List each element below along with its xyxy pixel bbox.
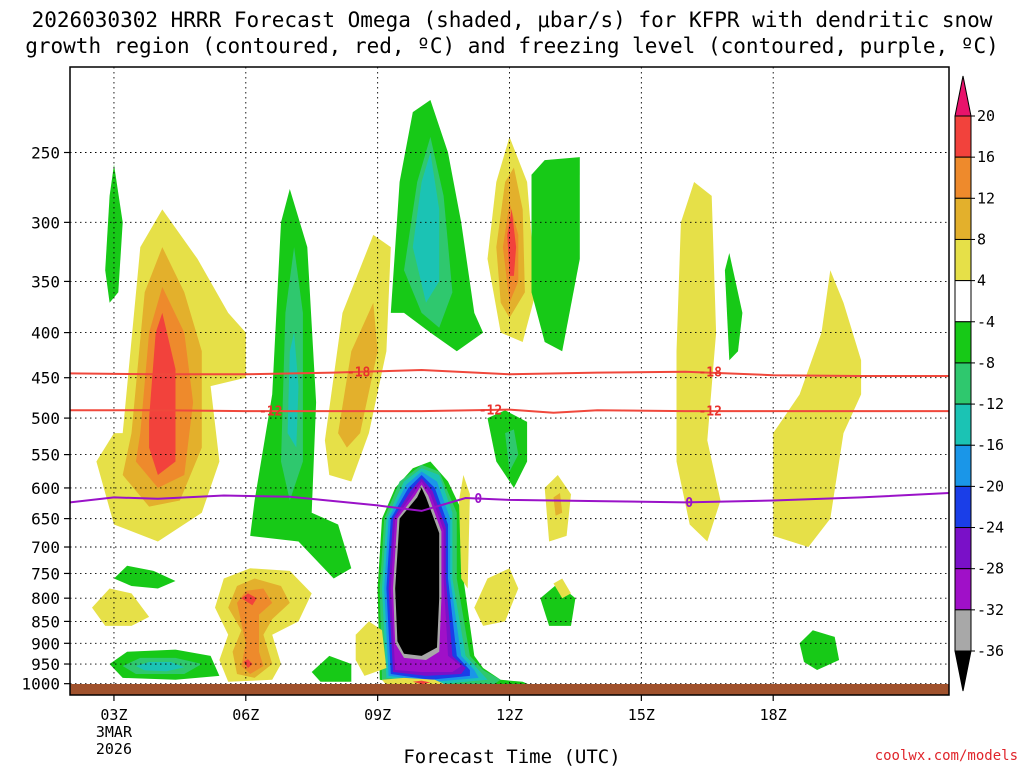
y-tick-label: 800 — [31, 589, 60, 608]
y-tick-label: 900 — [31, 634, 60, 653]
y-tick-label: 850 — [31, 612, 60, 631]
contour-line-dgz-18 — [70, 368, 949, 377]
y-tick-label: 500 — [31, 409, 60, 428]
colorbar-bin-top — [954, 75, 972, 117]
colorbar-label: -4 — [977, 313, 995, 331]
contour-label-freezing-level-0: 0 — [685, 496, 693, 511]
omega-region-upward-16z — [676, 182, 721, 542]
colorbar-label: -36 — [977, 642, 1004, 660]
colorbar-bin — [954, 403, 972, 446]
colorbar-label: -28 — [977, 560, 1004, 578]
colorbar-bin — [954, 238, 972, 282]
colorbar-label: 12 — [977, 189, 995, 207]
y-tick-label: 550 — [31, 446, 60, 465]
colorbar-label: 20 — [977, 107, 995, 125]
colorbar-label: -32 — [977, 601, 1004, 619]
omega-region-downward-core — [395, 487, 440, 656]
x-tick-label: 15Z — [628, 706, 655, 724]
colorbar-label: -12 — [977, 395, 1004, 413]
omega-region-upward-left — [149, 312, 176, 475]
colorbar-label: -20 — [977, 477, 1004, 495]
colorbar-bin — [954, 156, 972, 199]
omega-region-downward-17z — [724, 253, 743, 361]
contour-line-dgz-12 — [70, 408, 949, 414]
y-tick-label: 750 — [31, 564, 60, 583]
colorbar-bin — [954, 321, 972, 364]
x-tick-label: 03Z — [100, 706, 127, 724]
colorbar-bin — [954, 115, 972, 158]
colorbar-label: 16 — [977, 148, 995, 166]
y-tick-label: 250 — [31, 143, 60, 162]
x-tick-label: 06Z — [232, 706, 259, 724]
x-tick-label: 12Z — [496, 706, 523, 724]
colorbar-label: -8 — [977, 354, 995, 372]
chart-title-line-2: growth region (contoured, red, ºC) and f… — [25, 34, 999, 58]
omega-region-upward-lowmid — [553, 578, 571, 599]
omega-region-downward-lowright — [799, 630, 840, 670]
colorbar-label: -16 — [977, 436, 1004, 454]
y-tick-label: 650 — [31, 510, 60, 529]
colorbar-bin — [954, 568, 972, 611]
colorbar-bin — [954, 362, 972, 405]
x-axis-title: Forecast Time (UTC) — [403, 746, 621, 768]
y-tick-label: 400 — [31, 324, 60, 343]
colorbar-label: 8 — [977, 230, 986, 248]
colorbar-bin — [954, 444, 972, 487]
colorbar-bin — [954, 485, 972, 529]
x-tick-sublabel-date: 3MAR — [96, 723, 133, 741]
chart-title-line-1: 2026030302 HRRR Forecast Omega (shaded, … — [31, 8, 993, 32]
omega-region-upward-06z — [243, 659, 253, 668]
omega-region-downward-left — [105, 164, 123, 303]
contour-label-dgz-12: -12 — [698, 405, 721, 420]
contour-label-dgz-18: -18 — [698, 366, 722, 381]
colorbar: 20 16 12 8 4 -4 -8 -12 -16 -20 -24 -28 -32 -36 — [954, 75, 1004, 692]
x-tick-label: 09Z — [364, 706, 391, 724]
y-tick-label: 600 — [31, 479, 60, 498]
contour-label-dgz-12: -12 — [259, 405, 282, 420]
y-tick-label: 450 — [31, 369, 60, 388]
contour-label-dgz-18: -18 — [347, 366, 371, 381]
omega-region-upward-06z — [241, 593, 257, 606]
contour-label-dgz-12: -12 — [479, 404, 502, 419]
omega-region-upward-lower — [474, 568, 519, 626]
omega-region-upward-13z — [553, 493, 563, 516]
omega-region-downward-13z — [531, 157, 580, 352]
colorbar-bin — [954, 609, 972, 652]
x-tick-sublabel-year: 2026 — [96, 740, 132, 758]
omega-region-downward-12z-low — [505, 429, 519, 472]
y-tick-label: 950 — [31, 655, 60, 674]
omega-region-downward-lowleft — [114, 565, 176, 589]
terrain-strip — [70, 684, 949, 695]
site-credit: coolwx.com/models — [874, 748, 1018, 764]
omega-region-upward-11z — [459, 475, 470, 589]
omega-region-upward-12z — [507, 209, 517, 276]
y-tick-label: 350 — [31, 272, 60, 291]
omega-region-downward-lowmid2 — [311, 655, 352, 682]
omega-region-downward-lowleft — [135, 662, 185, 672]
colorbar-bin — [954, 527, 972, 570]
colorbar-bin — [954, 280, 972, 323]
omega-region-upward-lowmid2 — [355, 621, 387, 676]
contour-line-freezing-level-0 — [70, 492, 949, 512]
omega-region-downward-midleft — [287, 332, 299, 448]
omega-region-upward-right — [773, 270, 862, 547]
y-tick-label: 700 — [31, 538, 60, 557]
colorbar-bin-bottom — [954, 650, 972, 692]
colorbar-label: 4 — [977, 272, 986, 290]
x-tick-label: 18Z — [760, 706, 787, 724]
colorbar-label: -24 — [977, 519, 1004, 537]
colorbar-bin — [954, 197, 972, 240]
y-tick-label: 300 — [31, 213, 60, 232]
contour-label-freezing-level-0: 0 — [474, 492, 482, 507]
y-tick-label: 1000 — [21, 675, 60, 694]
omega-region-downward-upper — [412, 152, 440, 303]
